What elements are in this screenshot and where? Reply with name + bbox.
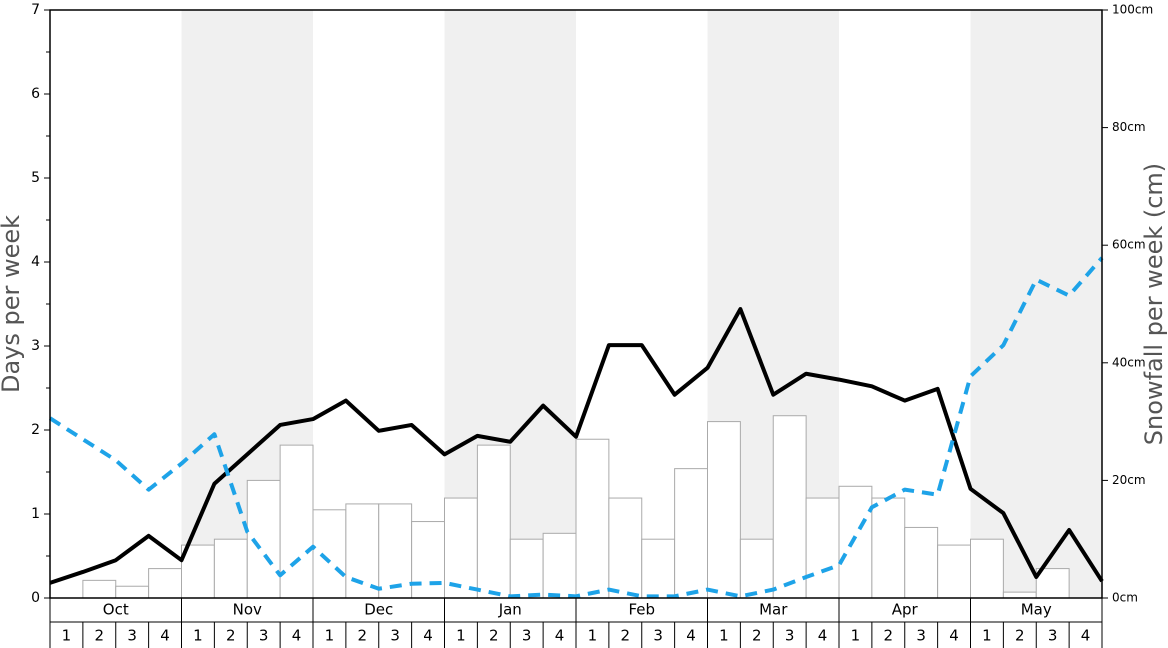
- week-label: 3: [785, 627, 795, 645]
- week-label: 4: [555, 627, 565, 645]
- week-label: 3: [653, 627, 663, 645]
- week-label: 1: [325, 627, 335, 645]
- y2-tick-label: 60cm: [1112, 238, 1146, 252]
- snowfall-bar: [608, 497, 643, 599]
- week-label: 3: [1048, 627, 1058, 645]
- snowfall-bar: [674, 468, 708, 599]
- week-label: 2: [884, 627, 894, 645]
- snowfall-bar: [82, 579, 117, 599]
- snowfall-bar: [641, 538, 676, 599]
- week-label: 2: [95, 627, 105, 645]
- week-label: 1: [588, 627, 598, 645]
- week-label: 2: [358, 627, 368, 645]
- snowfall-bar: [772, 415, 807, 599]
- y-tick-label: 7: [31, 2, 40, 18]
- snowfall-bar: [970, 538, 1004, 599]
- snowfall-bar: [1035, 568, 1070, 599]
- month-label: Apr: [892, 601, 919, 619]
- week-label: 1: [719, 627, 729, 645]
- week-label: 3: [522, 627, 532, 645]
- month-label: Feb: [628, 601, 655, 619]
- week-label: 4: [949, 627, 959, 645]
- week-label: 1: [851, 627, 861, 645]
- y-tick-label: 2: [31, 422, 40, 438]
- week-label: 2: [489, 627, 499, 645]
- snowfall-bar: [378, 503, 413, 599]
- snowfall-bar: [444, 497, 478, 599]
- snowfall-bar: [739, 538, 774, 599]
- snowfall-bar: [476, 444, 511, 599]
- snowfall-bar: [904, 526, 939, 599]
- days-line: [48, 256, 1104, 599]
- snowfall-bar: [509, 538, 544, 599]
- snowfall-bar: [411, 521, 445, 599]
- month-label: Dec: [364, 601, 393, 619]
- week-label: 2: [1015, 627, 1025, 645]
- week-label: 4: [818, 627, 828, 645]
- y-tick-label: 0: [31, 590, 40, 606]
- snowfall-bar: [312, 509, 347, 599]
- days-line: [49, 307, 1104, 585]
- snowfall-bar: [937, 544, 971, 599]
- week-label: 4: [292, 627, 302, 645]
- week-label: 4: [160, 627, 170, 645]
- week-label: 1: [193, 627, 203, 645]
- snowfall-bar: [542, 532, 577, 599]
- snowfall-bar: [1002, 591, 1037, 599]
- week-label: 4: [423, 627, 433, 645]
- week-label: 3: [916, 627, 926, 645]
- y-axis-label: Days per week: [0, 215, 25, 393]
- month-band: [970, 10, 1102, 598]
- week-label: 3: [259, 627, 269, 645]
- snowfall-bar: [115, 585, 150, 599]
- y2-tick-label: 100cm: [1112, 3, 1153, 17]
- week-label: 1: [62, 627, 72, 645]
- y-tick-label: 6: [31, 86, 40, 102]
- y-tick-label: 3: [31, 338, 40, 354]
- snowfall-bar: [838, 485, 873, 599]
- week-label: 1: [982, 627, 992, 645]
- y2-tick-label: 40cm: [1112, 355, 1146, 369]
- month-label: Mar: [759, 601, 788, 619]
- y2-axis-label: Snowfall per week (cm): [1140, 163, 1168, 445]
- week-label: 2: [226, 627, 236, 645]
- snowfall-bar: [805, 497, 840, 599]
- y2-tick-label: 0cm: [1112, 591, 1138, 605]
- week-label: 1: [456, 627, 466, 645]
- snowfall-bar: [279, 444, 314, 599]
- snowfall-bar: [871, 497, 906, 599]
- snowfall-bar: [148, 568, 182, 599]
- snowfall-bar: [213, 538, 248, 599]
- month-label: Jan: [498, 601, 522, 619]
- week-label: 4: [686, 627, 696, 645]
- y-tick-label: 1: [31, 506, 40, 522]
- y2-tick-label: 20cm: [1112, 473, 1146, 487]
- month-label: Nov: [233, 601, 262, 619]
- snowfall-bar: [575, 438, 610, 599]
- y-tick-label: 5: [31, 170, 40, 186]
- week-label: 2: [621, 627, 631, 645]
- y2-tick-label: 80cm: [1112, 120, 1146, 134]
- week-label: 2: [752, 627, 762, 645]
- week-label: 3: [127, 627, 137, 645]
- snowfall-bar: [707, 421, 741, 599]
- y-tick-label: 4: [31, 254, 40, 270]
- week-label: 3: [390, 627, 400, 645]
- week-label: 4: [1081, 627, 1091, 645]
- month-label: Oct: [103, 601, 129, 619]
- month-label: May: [1021, 601, 1052, 619]
